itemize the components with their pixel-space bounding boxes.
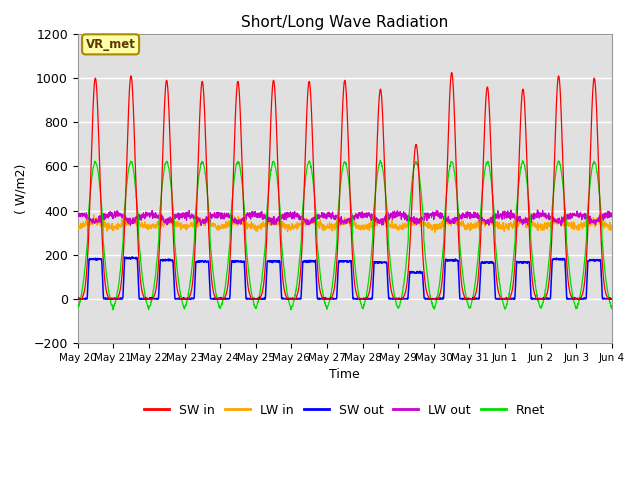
- Text: VR_met: VR_met: [86, 38, 136, 51]
- Legend: SW in, LW in, SW out, LW out, Rnet: SW in, LW in, SW out, LW out, Rnet: [140, 399, 550, 422]
- X-axis label: Time: Time: [330, 368, 360, 381]
- Y-axis label: ( W/m2): ( W/m2): [15, 163, 28, 214]
- Title: Short/Long Wave Radiation: Short/Long Wave Radiation: [241, 15, 449, 30]
